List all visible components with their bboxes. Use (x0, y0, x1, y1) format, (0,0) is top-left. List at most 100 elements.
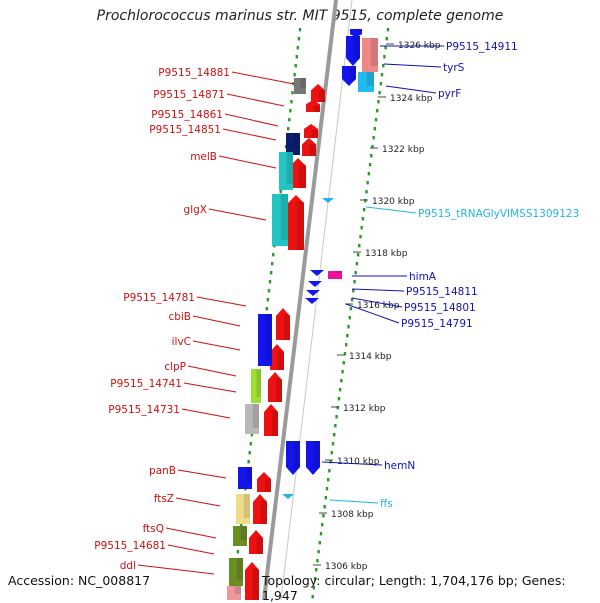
track-dot (247, 460, 250, 464)
label-leader (222, 128, 277, 141)
track-dot (383, 55, 386, 59)
gene-small-arrow (308, 281, 322, 287)
gene-label: panB (149, 465, 176, 477)
track-dot (266, 298, 270, 302)
track-dot (365, 190, 368, 194)
label-leader (365, 206, 417, 214)
track-dot (316, 559, 319, 563)
scale-label: 1324 kbp (390, 94, 433, 104)
track-dot (347, 325, 350, 329)
track-dot (342, 361, 345, 365)
track-dot (317, 550, 320, 554)
track-dot (379, 82, 383, 86)
track-dot (346, 334, 349, 338)
gene-label: P9515_14741 (110, 378, 182, 390)
track-dot (327, 478, 330, 482)
track-dot (358, 244, 361, 248)
label-leader (208, 208, 267, 221)
gene-box-4 (272, 194, 288, 246)
gene-label: P9515_14881 (158, 67, 230, 79)
gene-box-6 (251, 369, 261, 403)
gene-red-2 (306, 100, 320, 112)
gene-box-9 (236, 494, 250, 524)
track-dot (364, 199, 367, 203)
track-dot (268, 280, 272, 284)
track-dot (335, 415, 338, 419)
gene-label: melB (190, 151, 217, 163)
gene-label: glgX (184, 204, 207, 216)
gene-red-14 (245, 562, 259, 600)
scale-label: 1310 kbp (337, 457, 380, 467)
track-dot (373, 127, 377, 131)
gene-red-5 (290, 158, 306, 188)
gene-box-5 (258, 314, 272, 366)
label-leader (167, 544, 215, 555)
gene-small-arrow (306, 290, 320, 296)
gene-label: P9515_14871 (153, 89, 225, 101)
label-leader (385, 85, 437, 94)
scale-label: 1312 kbp (343, 404, 386, 414)
track-dot (250, 433, 254, 437)
track-dot (249, 442, 252, 446)
track-dot (270, 262, 274, 266)
track-dot (362, 208, 366, 212)
track-dot (378, 91, 381, 95)
track-dot (384, 46, 387, 50)
trna-marker (322, 198, 334, 203)
gene-red-7 (276, 308, 290, 340)
track-dot (267, 289, 271, 293)
scale-label: 1320 kbp (372, 197, 415, 207)
label-leader (218, 155, 277, 169)
track-dot (334, 424, 337, 428)
scale-label: 1308 kbp (331, 510, 374, 520)
gene-label: P9515_14681 (94, 540, 166, 552)
track-dot (386, 28, 390, 32)
gene-label: ddl (120, 560, 136, 572)
track-dot (288, 118, 291, 122)
gene-red-10 (264, 404, 278, 436)
gene-red-12 (253, 494, 267, 524)
track-dot (330, 451, 333, 455)
track-dot (385, 37, 389, 41)
track-dot (289, 109, 292, 113)
scale-label: 1306 kbp (325, 562, 368, 572)
label-leader (165, 527, 217, 539)
gene-red-3 (304, 124, 318, 138)
gene-top-arrow (350, 29, 362, 37)
gene-box-2 (286, 133, 300, 155)
track-dot (372, 136, 375, 140)
gene-box-8 (238, 467, 252, 489)
gene-label: hemN (384, 460, 415, 472)
gene-label: P9515_14731 (108, 404, 180, 416)
label-leader (383, 63, 442, 68)
gene-label: cbiB (168, 311, 191, 323)
track-dot (321, 523, 324, 527)
track-dot (338, 388, 342, 392)
map-title: Prochlorococcus marinus str. MIT 9515, c… (96, 8, 504, 24)
label-leader (231, 71, 295, 85)
label-leader (192, 315, 241, 327)
label-leader (226, 93, 285, 107)
track-dot (311, 595, 314, 599)
gene-label: ftsZ (154, 493, 174, 505)
label-leader (224, 113, 279, 127)
gene-box-10 (233, 526, 247, 546)
track-dot (296, 46, 300, 50)
track-dot (293, 73, 296, 77)
gene-small-arrow (310, 270, 324, 276)
track-dot (349, 307, 353, 311)
topology-text: Topology: circular; Length: 1,704,176 bp… (262, 573, 566, 603)
track-dot (350, 298, 354, 302)
track-dot (343, 352, 347, 356)
track-dot (340, 379, 343, 383)
gene-hima (328, 271, 342, 279)
track-dot (318, 541, 322, 545)
gene-label: pyrF (438, 88, 461, 100)
accession-text: Accession: NC_008817 (8, 573, 151, 588)
gene-label: P9515_14811 (406, 286, 478, 298)
track-dot (376, 109, 379, 113)
gene-hemn-a (306, 441, 320, 475)
track-dot (313, 577, 317, 581)
track-dot (291, 91, 294, 95)
